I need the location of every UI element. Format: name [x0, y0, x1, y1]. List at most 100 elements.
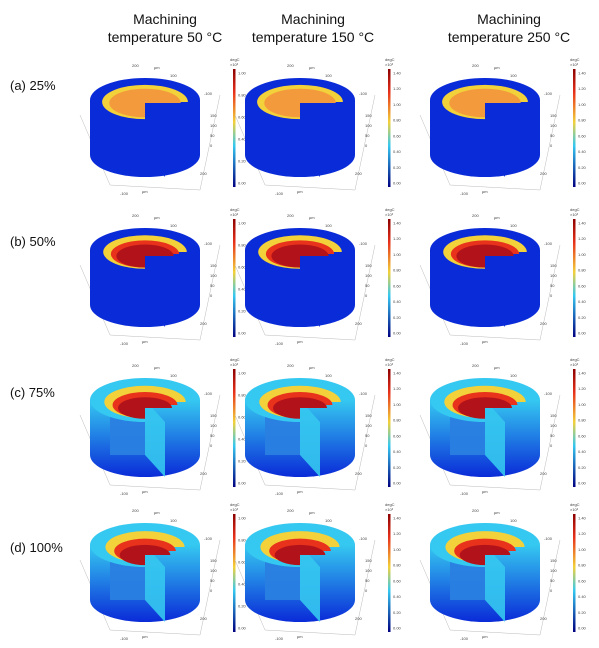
axis-tick-label: 100: [210, 273, 217, 278]
axis-tick-label: 0: [365, 293, 368, 298]
colorbar-exponent: ×10³: [385, 62, 394, 67]
colorbar-tick-label: 0.60: [578, 578, 587, 583]
axis-tick-label: 0: [365, 143, 368, 148]
axis-tick-label: 150: [210, 558, 217, 563]
colorbar-tick-label: 1.00: [238, 221, 247, 226]
axis-line: [199, 394, 221, 491]
axis-tick-label: 200: [540, 171, 547, 176]
column-header-line1: Machining: [477, 11, 541, 27]
cut-face: [145, 250, 165, 327]
axis-tick-label: 50: [550, 133, 555, 138]
colorbar-unit: degC: [570, 357, 580, 362]
axis-tick-label: 150: [210, 413, 217, 418]
axis-tick-label: -100: [544, 91, 553, 96]
axis-tick-label: -100: [204, 91, 213, 96]
axis-tick-label: -100: [460, 491, 469, 496]
column-header-line1: Machining: [133, 11, 197, 27]
colorbar-tick-label: 0.60: [238, 265, 247, 270]
axis-tick-label: 200: [540, 471, 547, 476]
colorbar-tick-label: 0.80: [393, 268, 402, 273]
colorbar-exponent: ×10³: [385, 507, 394, 512]
colorbar-tick-label: 0.80: [578, 418, 587, 423]
colorbar-tick-label: 1.40: [393, 371, 402, 376]
axis-tick-label: -100: [460, 341, 469, 346]
colorbar-tick-label: 0.60: [578, 433, 587, 438]
colorbar-tick-label: 1.20: [393, 386, 402, 391]
axis-tick-label: 0: [365, 443, 368, 448]
axis-unit-label: µm: [154, 510, 160, 515]
colorbar-tick-label: 1.40: [393, 71, 402, 76]
colorbar-tick-label: 0.00: [238, 481, 247, 486]
colorbar-unit: degC: [230, 57, 240, 62]
colorbar-tick-label: 0.20: [578, 465, 587, 470]
axis-tick-label: 150: [550, 263, 557, 268]
axis-tick-label: -100: [120, 341, 129, 346]
axis-tick-label: 0: [550, 293, 553, 298]
simulation-panel: 200 µm 100 -100 150 100 50 0 200 -100 µm degC ×10³ 1.…: [410, 355, 590, 503]
colorbar-tick-label: 0.60: [238, 560, 247, 565]
axis-tick-label: 50: [210, 283, 215, 288]
colorbar-tick-label: 0.20: [393, 610, 402, 615]
axis-tick-label: 200: [355, 321, 362, 326]
axis-tick-label: 200: [200, 471, 207, 476]
axis-unit-label: µm: [154, 65, 160, 70]
colorbar-tick-label: 0.40: [393, 594, 402, 599]
axis-tick-label: -100: [544, 536, 553, 541]
axis-unit-label: µm: [142, 634, 148, 639]
axis-tick-label: 50: [365, 578, 370, 583]
colorbar-tick-label: 1.00: [578, 252, 587, 257]
column-header-line2: temperature 50 °C: [107, 29, 223, 45]
axis-tick-label: 100: [550, 273, 557, 278]
colorbar: [388, 369, 391, 487]
axis-line: [199, 94, 221, 191]
colorbar-tick-label: 1.00: [393, 547, 402, 552]
axis-tick-label: 150: [210, 263, 217, 268]
axis-tick-label: -100: [275, 191, 284, 196]
axis-unit-label: µm: [142, 339, 148, 344]
axis-tick-label: 100: [510, 73, 517, 78]
cut-face: [485, 100, 505, 177]
colorbar-tick-label: 0.80: [578, 563, 587, 568]
axis-tick-label: 50: [365, 433, 370, 438]
axis-tick-label: 200: [472, 363, 479, 368]
colorbar-unit: degC: [385, 357, 395, 362]
colorbar-tick-label: 1.20: [578, 86, 587, 91]
colorbar-tick-label: 1.20: [393, 236, 402, 241]
axis-unit-label: µm: [154, 215, 160, 220]
axis-tick-label: 150: [210, 113, 217, 118]
colorbar-tick-label: 1.40: [578, 516, 587, 521]
heat-zone-peak: [119, 544, 171, 566]
colorbar-tick-label: 0.60: [393, 283, 402, 288]
axis-tick-label: 150: [365, 558, 372, 563]
axis-unit-label: µm: [309, 365, 315, 370]
axis-unit-label: µm: [297, 189, 303, 194]
colorbar: [573, 514, 576, 632]
simulation-panel: 200 µm 100 -100 150 100 50 0 200 -100 µm degC ×10³ 1.…: [225, 55, 405, 203]
colorbar-exponent: ×10³: [230, 212, 239, 217]
axis-line: [109, 484, 201, 491]
axis-line: [109, 184, 201, 191]
axis-unit-label: µm: [154, 365, 160, 370]
colorbar-tick-label: 0.60: [578, 283, 587, 288]
colorbar-tick-label: 0.20: [238, 604, 247, 609]
cut-face: [300, 100, 320, 177]
simulation-panel: 200 µm 100 -100 150 100 50 0 200 -100 µm degC ×10³ 1.…: [410, 55, 590, 203]
axis-tick-label: 100: [510, 223, 517, 228]
axis-unit-label: µm: [297, 339, 303, 344]
colorbar: [233, 514, 236, 632]
colorbar-tick-label: 1.00: [393, 102, 402, 107]
axis-tick-label: 200: [355, 171, 362, 176]
cut-face: [485, 400, 505, 477]
cut-face: [485, 545, 505, 622]
colorbar: [388, 514, 391, 632]
axis-tick-label: -100: [204, 391, 213, 396]
axis-tick-label: 200: [132, 63, 139, 68]
column-header-line2: temperature 250 °C: [447, 29, 571, 45]
axis-tick-label: -100: [359, 241, 368, 246]
colorbar-tick-label: 0.40: [393, 149, 402, 154]
colorbar-tick-label: 0.00: [238, 626, 247, 631]
colorbar-unit: degC: [230, 207, 240, 212]
